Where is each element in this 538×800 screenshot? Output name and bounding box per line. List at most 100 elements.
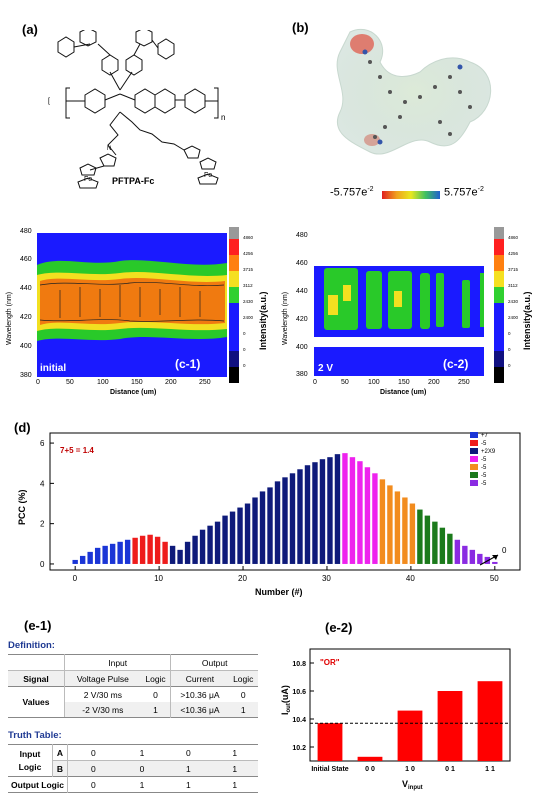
pcc-bar (162, 541, 168, 564)
pcc-bar (252, 497, 258, 564)
pcc-bar (387, 485, 393, 564)
pcc-bar (357, 461, 363, 564)
pcc-bar (379, 479, 386, 564)
pcc-ytick-label: 0 (40, 560, 45, 569)
panel-label-b: (b) (292, 20, 309, 35)
pcc-legend-swatch (470, 448, 478, 454)
def-r1-logic-out: 0 (240, 689, 246, 700)
c1-xtick-0: 0 (36, 379, 40, 386)
pcc-bar (417, 509, 423, 564)
molecular-surface-image (336, 28, 492, 155)
pcc-bar (282, 477, 288, 564)
polymer-name: PFTPA-Fc (112, 176, 154, 186)
pcc-ytick-label: 4 (40, 479, 45, 488)
e2-ticks: Initial State 0 0 1 0 0 1 1 1 10.2 10.4 10.6 10.… (292, 661, 495, 773)
or-logic-bar-chart: Initial State 0 0 1 0 0 1 1 1 10.2 10.4 10.6 10.… (280, 648, 511, 791)
scale-gradient-bar (382, 191, 440, 199)
c2-state-label: 2 V (318, 363, 334, 374)
truth-out-2: 1 (186, 779, 191, 790)
def-logic-header-out: Logic (233, 673, 254, 684)
c1-xtick-50: 50 (66, 379, 74, 386)
pcc-bar (462, 545, 468, 564)
e2-bar (437, 691, 463, 761)
pcc-bar (117, 541, 123, 564)
definition-table: Input Output Signal Voltage Pulse Logic … (8, 654, 258, 718)
c1-colorbar-label: Intensity(a.u.) (258, 291, 268, 350)
panel-label-d: (d) (14, 420, 31, 435)
c2-ylabel: Wavelength (nm) (282, 291, 289, 345)
pcc-bar (244, 503, 251, 564)
truth-out-3: 1 (232, 779, 238, 790)
def-logic-header-in: Logic (145, 673, 166, 684)
pcc-bar (154, 536, 161, 564)
truth-output-label: Output Logic (11, 779, 64, 790)
c2-xtick-150: 150 (398, 379, 410, 386)
pcc-bar-chart: 0 2 4 6 0 10 20 30 40 50 +7 -5 +2X9 -5 -5 -5 -5 7+5 = 1… (17, 432, 521, 597)
pcc-bar (364, 467, 371, 564)
pcc-bar (79, 555, 86, 564)
pcc-bar (394, 491, 401, 564)
pcc-ylabel: PCC (%) (17, 489, 27, 525)
pcc-bar (259, 491, 266, 564)
truth-b-0: 0 (66, 760, 119, 777)
pcc-bar (492, 561, 498, 564)
def-output-header: Output (170, 654, 258, 671)
e2-ylabel: Iout(uA) (280, 685, 292, 715)
def-signal-header: Signal (23, 673, 49, 684)
logic-definition-panel: Definition: Input Output Signal Voltage … (8, 640, 258, 793)
fe-label-right: Fe (204, 172, 212, 179)
svg-text:Iout(uA): Iout(uA) (280, 685, 292, 715)
pcc-bar (334, 454, 341, 564)
pcc-bar (432, 521, 438, 564)
c2-xtick-0: 0 (313, 379, 317, 386)
pcc-bar (477, 553, 483, 564)
c2-xtick-200: 200 (428, 379, 440, 386)
c1-ytick-420: 420 (20, 314, 32, 321)
pcc-legend-label: -5 (481, 473, 487, 479)
pcc-bar (207, 525, 213, 564)
pcc-bar (199, 529, 206, 564)
fe-label-left: Fe (84, 176, 92, 183)
def-r1-current: >10.36 μA (170, 686, 229, 702)
n-label: n (221, 113, 225, 122)
def-empty (8, 655, 65, 671)
c1-ytick-480: 480 (20, 228, 32, 235)
truth-table-title: Truth Table: (8, 730, 62, 741)
e2-category-label: 0 0 (365, 766, 375, 773)
pcc-xtick-label: 0 (73, 574, 78, 583)
pcc-bar (94, 547, 101, 564)
pcc-bar (132, 537, 138, 564)
pcc-bar (454, 539, 461, 564)
pcc-annotation: 7+5 = 1.4 (60, 446, 94, 455)
panel-label-e1: (e-1) (24, 618, 52, 633)
e2-bar (397, 710, 423, 761)
c1-xtick-150: 150 (131, 379, 143, 386)
e2-category-label: Initial State (311, 766, 348, 773)
def-r2-logic-out: 1 (240, 704, 246, 715)
pcc-legend-swatch (470, 480, 478, 486)
c2-ytick-440: 440 (296, 288, 308, 295)
pcc-legend-label: -5 (481, 465, 487, 471)
c1-ytick-460: 460 (20, 256, 32, 263)
def-r2-current: <10.36 μA (170, 702, 229, 718)
pcc-legend-label: -5 (481, 481, 487, 487)
pcc-legend-label: -5 (481, 457, 487, 463)
c1-xtick-200: 200 (165, 379, 177, 386)
truth-out-1: 1 (139, 779, 145, 790)
def-values-label: Values (8, 686, 65, 718)
pcc-bar (289, 473, 296, 564)
e2-ytick-label: 10.8 (292, 661, 306, 668)
truth-table: Input Logic A 0 1 0 1 B 0 0 1 1 Output Lo… (8, 744, 258, 793)
def-r1-voltage: 2 V/30 ms (63, 686, 141, 702)
pcc-bar (447, 533, 453, 564)
pcc-bar (274, 481, 281, 564)
def-current-header: Current (170, 670, 229, 687)
pcc-xtick-label: 20 (238, 574, 247, 583)
pcc-bar (319, 459, 326, 564)
pcc-bar (349, 457, 356, 564)
e2-ytick-label: 10.6 (292, 689, 306, 696)
pcc-xtick-label: 40 (406, 574, 415, 583)
c2-xtick-100: 100 (368, 379, 380, 386)
